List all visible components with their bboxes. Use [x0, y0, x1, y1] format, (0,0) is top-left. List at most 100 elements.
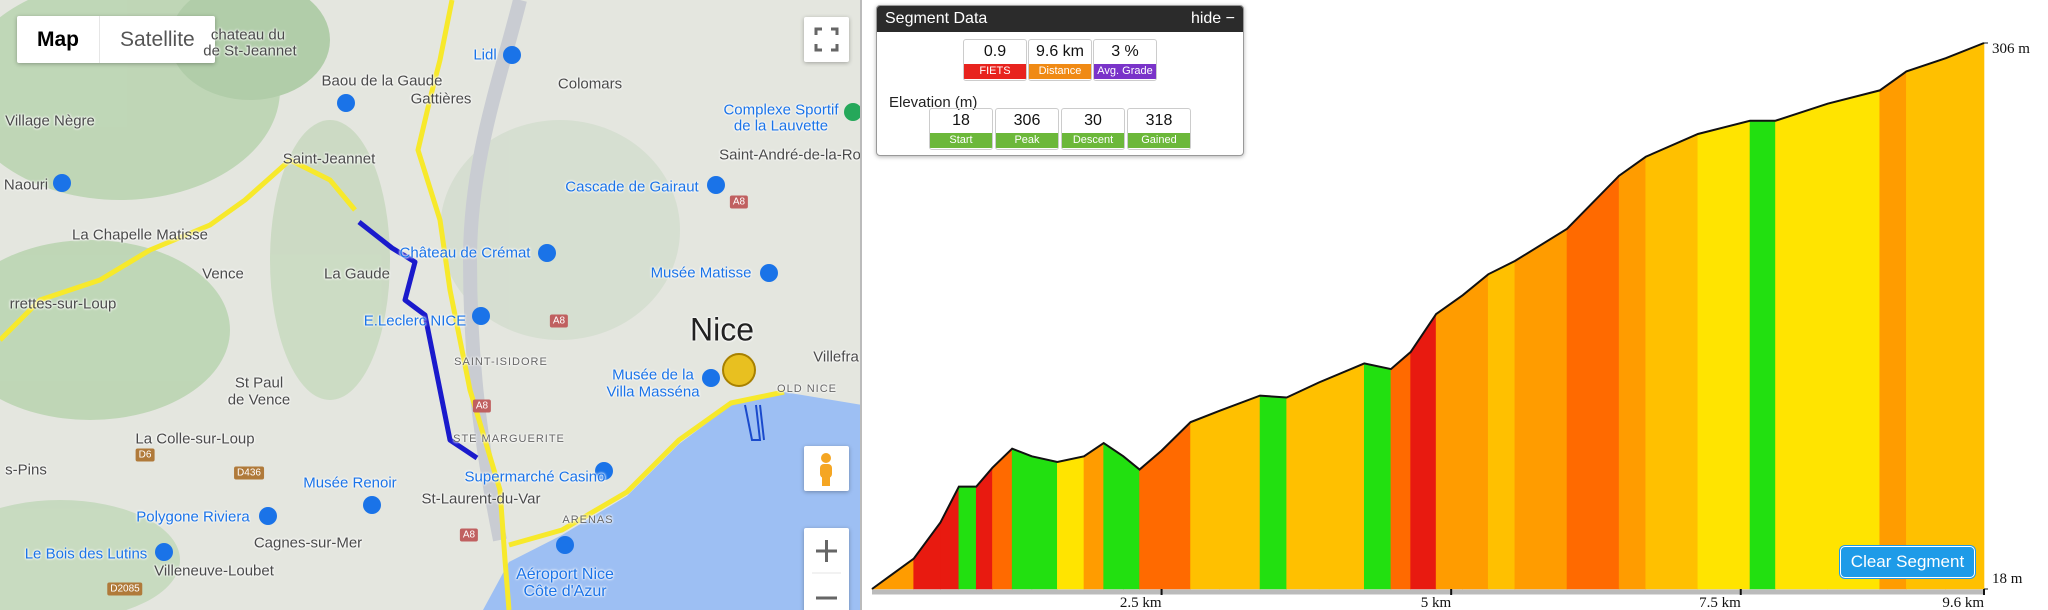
elevation-profile: 2.5 km 5 km 7.5 km 9.6 km 18 m 306 m: [871, 41, 2030, 610]
fullscreen-button[interactable]: [804, 17, 849, 62]
map-label: St Paul: [234, 374, 284, 392]
grade-segment: [1827, 90, 1881, 590]
stat-box: 306 Peak: [995, 108, 1059, 150]
map-label: de Vence: [227, 391, 291, 409]
grade-segment: [1259, 395, 1287, 590]
pegman-button[interactable]: [804, 446, 849, 491]
route: [357, 220, 479, 461]
river: [462, 0, 527, 542]
map-label: Naouri: [3, 176, 49, 194]
map-label: Lidl: [473, 46, 497, 64]
stat-box: 18 Start: [929, 108, 993, 150]
map-label: Villa Masséna: [606, 383, 700, 401]
map[interactable]: Map Satellite chateau du de St-Jeannet Bao…: [0, 0, 862, 610]
stat-value: 0.9: [983, 43, 1007, 60]
map-label: Village Nègre: [5, 112, 95, 130]
zoom-icons[interactable]: [804, 528, 849, 610]
map-label: Le Bois des Lutins: [24, 545, 148, 563]
roads: [0, 0, 785, 610]
map-button[interactable]: Map: [17, 16, 100, 63]
stat-label: Peak: [996, 133, 1058, 148]
stat-value: 9.6 km: [1035, 43, 1084, 60]
elevation-line: [871, 42, 1985, 590]
y-tick-label: 18 m: [1992, 571, 2023, 587]
grade-segment: [1286, 381, 1320, 590]
map-label: Colomars: [557, 75, 623, 93]
map-label: Château de Crémat: [399, 244, 531, 262]
x-tick-label: 9.6 km: [1942, 595, 1984, 610]
map-label: Côte d'Azur: [523, 583, 607, 600]
map-type-control: Map Satellite: [17, 16, 215, 63]
map-label: Aéroport Nice: [516, 566, 614, 583]
hide-button[interactable]: hide −: [1190, 10, 1235, 27]
fullscreen-icon: [814, 27, 839, 52]
grade-segment: [1618, 156, 1647, 590]
segment-panel: Segment Data hide − Elevation (m) 0.9 FIE…: [876, 5, 1244, 156]
road-shield: D2085: [107, 582, 143, 596]
grade-segment: [1363, 363, 1392, 590]
pois: [53, 46, 860, 561]
grade-segment: [1749, 120, 1776, 590]
grade-segment: [1487, 260, 1516, 590]
map-label: E.Leclerc NICE: [363, 312, 467, 330]
grade-segment: [1514, 228, 1568, 590]
map-label: STE MARGUERITE: [453, 433, 565, 445]
map-layer: [0, 0, 860, 610]
grade-segment: [940, 486, 960, 590]
map-label: Cascade de Gairaut: [565, 178, 699, 196]
x-tick-label: 5 km: [1421, 595, 1452, 610]
grade-segment: [1139, 449, 1162, 590]
map-label: ARENAS: [562, 514, 614, 526]
stat-box: 30 Descent: [1061, 108, 1125, 150]
grade-segment: [1462, 273, 1489, 590]
grade-segment: [1103, 442, 1124, 590]
map-label: La Gaude: [324, 265, 390, 283]
grade-segment: [1190, 410, 1220, 590]
map-label: La Colle-sur-Loup: [135, 430, 255, 448]
map-label: chateau du: [210, 26, 286, 44]
grade-segment: [1566, 174, 1620, 590]
grade-segment: [1031, 455, 1058, 590]
map-label: Supermarché Casino: [464, 468, 606, 486]
grade-segment: [1879, 70, 1907, 590]
map-label: OLD NICE: [777, 383, 837, 395]
map-label: de St-Jeannet: [203, 42, 297, 60]
stat-box: 9.6 km Distance: [1028, 39, 1092, 81]
grade-segment: [992, 448, 1013, 590]
grade-segment: [1945, 42, 1985, 590]
map-label: Baou de la Gaude: [321, 72, 443, 90]
map-label: Nice: [689, 311, 755, 348]
stat-label: Distance: [1029, 64, 1091, 79]
stat-box: 3 % Avg. Grade: [1093, 39, 1157, 81]
stat-label: Gained: [1128, 133, 1190, 148]
stat-box: 0.9 FIETS: [963, 39, 1027, 81]
map-label: Musée de la: [612, 366, 694, 384]
x-tick-label: 7.5 km: [1699, 595, 1741, 610]
grade-segment: [1011, 448, 1033, 590]
grade-segment: [975, 466, 993, 590]
grade-segment: [1435, 294, 1464, 590]
grade-segment: [1775, 103, 1828, 590]
grade-segment: [1906, 57, 1947, 590]
stat-value: 3 %: [1111, 43, 1139, 60]
map-label: Saint-André-de-la-Ro: [719, 146, 861, 164]
clear-segment-button[interactable]: Clear Segment: [1840, 546, 1975, 578]
stat-value: 306: [1013, 112, 1041, 129]
satellite-button[interactable]: Satellite: [120, 28, 195, 51]
road-shield: A8: [459, 528, 479, 542]
grade-segment: [1697, 120, 1751, 590]
map-label: Gattières: [410, 90, 472, 108]
map-label: Vence: [202, 265, 244, 283]
sea: [483, 392, 860, 610]
grade-segment: [1057, 455, 1085, 590]
map-label: La Chapelle Matisse: [72, 226, 208, 244]
grade-segment: [1410, 313, 1437, 590]
elevation-title: Elevation (m): [889, 94, 978, 111]
panel-header: Segment Data hide −: [877, 6, 1243, 32]
map-label: Complexe Sportif: [723, 101, 839, 119]
stat-box: 318 Gained: [1127, 108, 1191, 150]
map-label: SAINT-ISIDORE: [454, 356, 548, 368]
grade-segment: [958, 486, 977, 590]
stat-label: Descent: [1062, 133, 1124, 148]
